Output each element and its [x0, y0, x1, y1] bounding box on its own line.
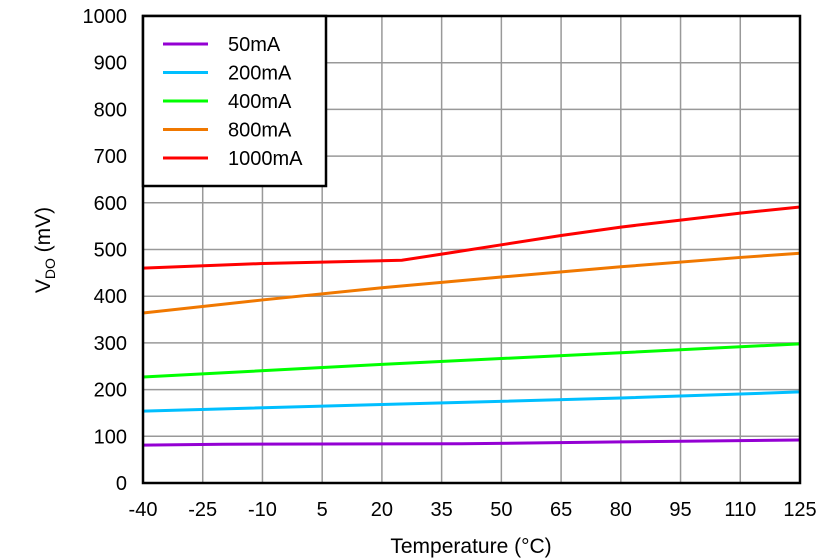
x-tick-label: 5	[317, 499, 328, 521]
x-tick-label: 50	[490, 499, 512, 521]
y-tick-label: 800	[94, 99, 127, 121]
x-axis-label: Temperature (°C)	[390, 535, 551, 558]
series-line-200mA	[142, 390, 801, 413]
x-tick-label: 65	[550, 499, 572, 521]
x-tick-label: 80	[610, 499, 632, 521]
plot-frame	[141, 14, 802, 485]
series-lines	[142, 205, 801, 447]
x-tick-label: -40	[129, 499, 158, 521]
y-tick-label: 900	[94, 53, 127, 75]
y-tick-label: 400	[94, 286, 127, 308]
x-tick-label: 20	[371, 499, 393, 521]
x-tick-label: 110	[724, 499, 756, 521]
x-tick-label: 125	[783, 499, 816, 521]
series-line-50mA	[142, 438, 801, 447]
y-tick-label: 500	[94, 240, 127, 262]
legend-label: 800mA	[228, 120, 292, 142]
y-tick-label: 300	[94, 333, 127, 355]
y-tick-label: 200	[94, 380, 127, 402]
legend-label: 200mA	[228, 63, 292, 85]
y-tick-label: 100	[94, 426, 127, 448]
x-tick-label: -10	[248, 499, 277, 521]
x-tick-label: 95	[669, 499, 691, 521]
x-tick-label: -25	[188, 499, 217, 521]
y-tick-label: 600	[94, 193, 127, 215]
y-tick-label: 1000	[83, 6, 128, 28]
y-tick-labels: 0 100 200 300 400 500 600 700 800 900 1000	[83, 6, 128, 495]
y-axis-label: VDO (mV)	[32, 207, 58, 293]
legend-label: 50mA	[228, 34, 281, 56]
y-tick-label: 0	[116, 473, 127, 495]
y-tick-label: 700	[94, 146, 127, 168]
x-tick-labels: -40 -25 -10 5 20 35 50 65 80 95 110 125	[129, 499, 817, 521]
legend-label: 400mA	[228, 91, 292, 113]
series-line-800mA	[142, 251, 801, 315]
legend: 50mA 200mA 400mA 800mA 1000mA	[141, 14, 328, 188]
series-line-400mA	[142, 342, 801, 379]
series-line-1000mA	[142, 205, 801, 270]
legend-label: 1000mA	[228, 148, 303, 170]
x-tick-label: 35	[431, 499, 453, 521]
